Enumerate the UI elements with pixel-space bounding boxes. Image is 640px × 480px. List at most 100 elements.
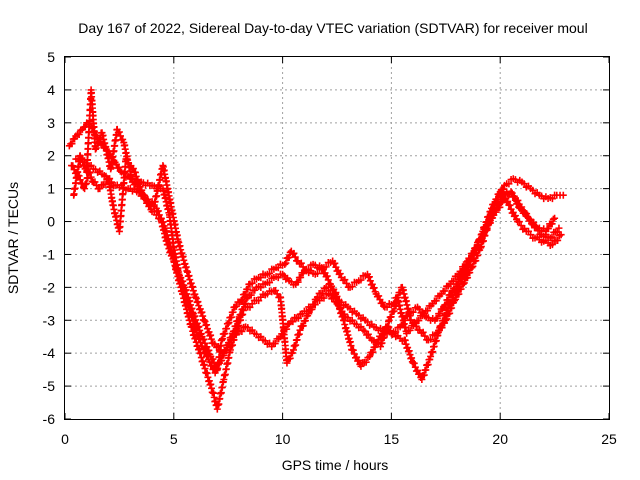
data-point — [297, 259, 305, 267]
data-point — [311, 301, 319, 309]
y-tick-label: 3 — [47, 115, 55, 131]
data-point — [159, 218, 167, 226]
data-point — [457, 285, 465, 293]
data-point — [474, 241, 482, 249]
data-point — [205, 346, 213, 354]
data-point — [424, 307, 432, 315]
data-point — [369, 348, 377, 356]
data-point — [464, 274, 472, 282]
data-point — [290, 249, 298, 257]
data-point — [502, 195, 510, 203]
data-point — [247, 291, 255, 299]
data-point — [179, 277, 187, 285]
x-tick-label: 5 — [170, 431, 178, 447]
data-point — [383, 303, 391, 311]
grid — [65, 57, 609, 419]
data-point — [274, 274, 282, 282]
data-point — [291, 253, 299, 261]
y-tick-label: -6 — [43, 411, 56, 427]
data-point — [322, 263, 330, 271]
data-point — [468, 264, 476, 272]
data-point — [365, 273, 373, 281]
data-point — [69, 162, 77, 170]
data-point — [289, 318, 297, 326]
data-point — [375, 292, 383, 300]
data-point — [96, 185, 104, 193]
data-point — [75, 130, 83, 138]
data-point — [257, 274, 265, 282]
data-point — [281, 260, 289, 268]
x-tick-label: 20 — [492, 431, 508, 447]
data-point — [406, 326, 414, 334]
data-point — [237, 297, 245, 305]
data-point — [549, 215, 557, 223]
data-point — [341, 276, 349, 284]
data-point — [296, 326, 304, 334]
data-point — [357, 276, 365, 284]
data-point — [496, 203, 504, 211]
data-point — [320, 294, 328, 302]
series-track-a — [65, 119, 567, 377]
data-point — [222, 346, 230, 354]
data-point — [510, 192, 518, 200]
data-point — [419, 328, 427, 336]
data-point — [436, 310, 444, 318]
data-point — [548, 220, 556, 228]
data-point — [343, 279, 351, 287]
data-point — [507, 188, 515, 196]
data-point — [380, 302, 388, 310]
series-track-c — [70, 86, 563, 374]
data-point — [248, 279, 256, 287]
data-point — [457, 267, 465, 275]
data-point — [497, 199, 505, 207]
data-point — [443, 315, 451, 323]
data-point — [492, 208, 500, 216]
data-point — [427, 335, 435, 343]
y-axis-label: SDTVAR / TECUs — [5, 182, 21, 294]
data-point — [387, 313, 395, 321]
data-point — [283, 359, 291, 367]
data-point — [297, 273, 305, 281]
data-point — [554, 236, 562, 244]
data-point — [438, 324, 446, 332]
data-point — [282, 259, 290, 267]
y-tick-label: -1 — [43, 246, 56, 262]
data-point — [557, 231, 565, 239]
data-point — [466, 269, 474, 277]
data-point — [410, 359, 418, 367]
chart-title: Day 167 of 2022, Sidereal Day-to-day VTE… — [78, 20, 587, 36]
data-point — [324, 276, 332, 284]
data-point — [218, 335, 226, 343]
data-point — [301, 317, 309, 325]
data-point — [227, 313, 235, 321]
axis-ticks — [64, 56, 610, 420]
data-point — [225, 318, 233, 326]
y-tick-label: -4 — [43, 345, 56, 361]
data-point — [349, 346, 357, 354]
data-point — [209, 355, 217, 363]
data-point — [101, 181, 109, 189]
data-point — [370, 284, 378, 292]
data-point — [303, 307, 311, 315]
data-point — [506, 201, 514, 209]
data-point — [364, 330, 372, 338]
data-point — [232, 331, 240, 339]
data-point — [323, 272, 331, 280]
data-point — [242, 290, 250, 298]
data-point — [225, 341, 233, 349]
data-point — [221, 330, 229, 338]
data-point — [471, 245, 479, 253]
data-point — [266, 269, 274, 277]
data-point — [470, 249, 478, 257]
data-point — [266, 279, 274, 287]
data-point — [244, 285, 252, 293]
data-point — [474, 251, 482, 259]
y-tick-label: 4 — [47, 82, 55, 98]
data-point — [200, 335, 208, 343]
data-point — [559, 191, 567, 199]
data-point — [461, 263, 469, 271]
data-point — [68, 140, 76, 148]
data-point — [486, 219, 494, 227]
x-tick-labels: 0 5 10 15 20 25 — [61, 431, 617, 447]
